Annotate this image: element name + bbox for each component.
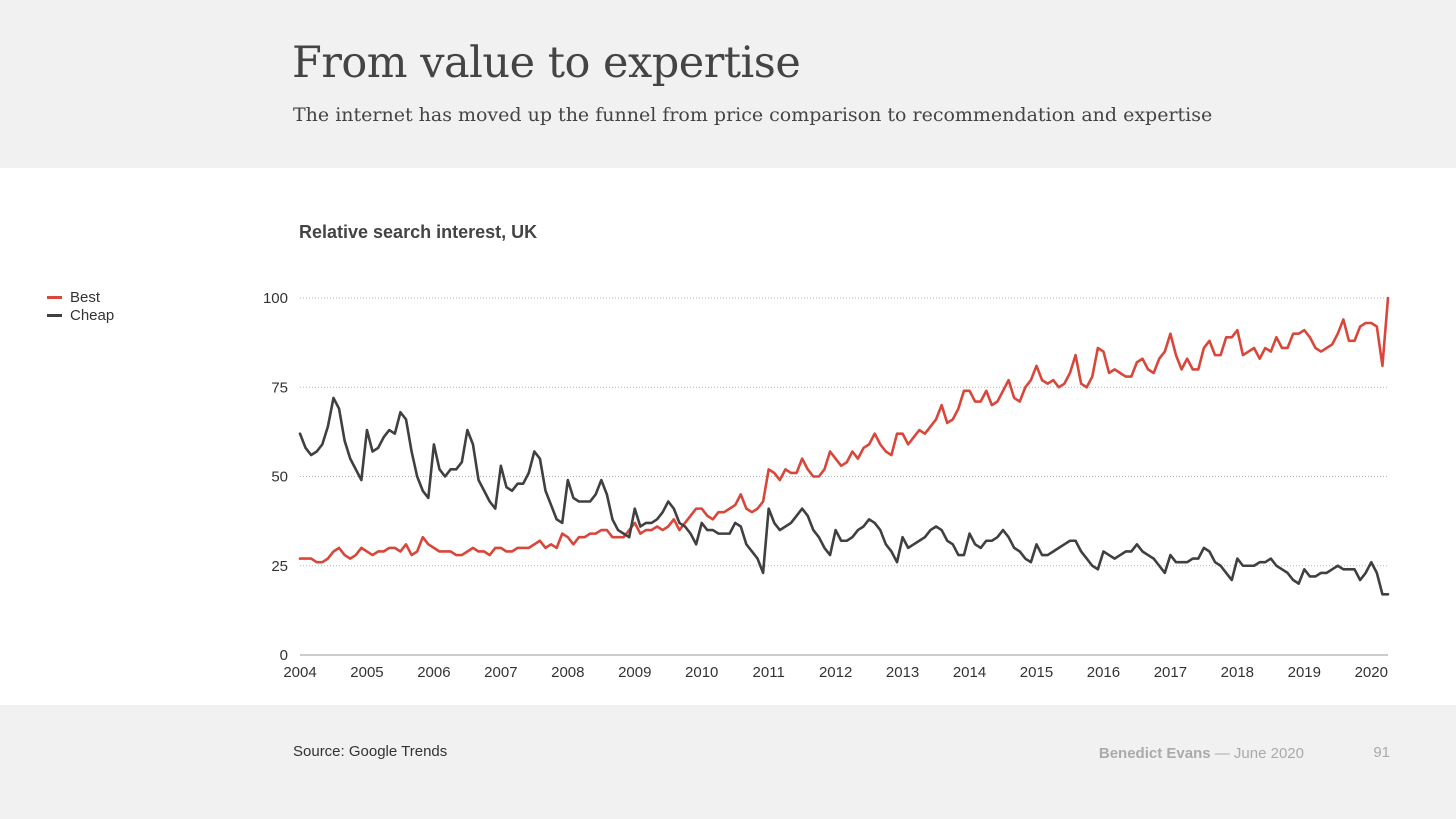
x-tick-label: 2009 xyxy=(618,664,651,681)
y-tick-label: 50 xyxy=(271,469,288,486)
legend-swatch-best xyxy=(47,295,62,299)
series-line-best xyxy=(298,296,1390,564)
x-tick-label: 2017 xyxy=(1154,664,1187,681)
x-tick-label: 2013 xyxy=(886,664,919,681)
slide-subtitle: The internet has moved up the funnel fro… xyxy=(293,104,1213,126)
series-lines xyxy=(298,296,1390,596)
author-name: Benedict Evans xyxy=(1098,745,1211,762)
x-tick-label: 2007 xyxy=(484,664,517,681)
slide-title: From value to expertise xyxy=(292,38,801,88)
x-tick-label: 2005 xyxy=(350,664,383,681)
page-number: 91 xyxy=(1373,744,1390,761)
x-tick-label: 2020 xyxy=(1355,664,1388,681)
x-tick-label: 2015 xyxy=(1020,664,1053,681)
chart-legend: Best Cheap xyxy=(47,288,114,324)
axes: 0 25 50 75 100 2004 2005 2006 2007 2008 2009 2010 20… xyxy=(263,290,1388,681)
legend-label-cheap: Cheap xyxy=(70,306,115,324)
chart-title: Relative search interest, UK xyxy=(299,222,538,242)
x-tick-label: 2010 xyxy=(685,664,718,681)
y-tick-label: 75 xyxy=(271,379,288,396)
x-tick-label: 2006 xyxy=(417,664,450,681)
header-band xyxy=(0,0,1456,168)
footer-date: June 2020 xyxy=(1233,745,1304,762)
chart-panel xyxy=(0,168,1456,705)
x-tick-label: 2008 xyxy=(551,664,584,681)
legend-item-best: Best xyxy=(47,288,114,306)
x-tick-label: 2011 xyxy=(753,664,785,681)
x-tick-label: 2019 xyxy=(1288,664,1321,681)
legend-label-best: Best xyxy=(70,288,101,306)
x-tick-label: 2018 xyxy=(1221,664,1254,681)
footer-separator: — xyxy=(1214,745,1230,762)
x-tick-label: 2004 xyxy=(283,664,316,681)
grid-lines xyxy=(300,297,1388,567)
legend-swatch-cheap xyxy=(47,313,62,317)
y-tick-label: 100 xyxy=(263,290,288,307)
y-tick-label: 0 xyxy=(280,647,288,664)
source-note: Source: Google Trends xyxy=(293,743,448,760)
y-tick-label: 25 xyxy=(271,558,288,575)
x-tick-label: 2014 xyxy=(953,664,986,681)
x-tick-label: 2012 xyxy=(819,664,852,681)
series-line-cheap xyxy=(298,396,1390,596)
x-tick-label: 2016 xyxy=(1087,664,1120,681)
footer-brand: Benedict Evans — June 2020 xyxy=(1099,745,1304,762)
legend-item-cheap: Cheap xyxy=(47,306,114,324)
